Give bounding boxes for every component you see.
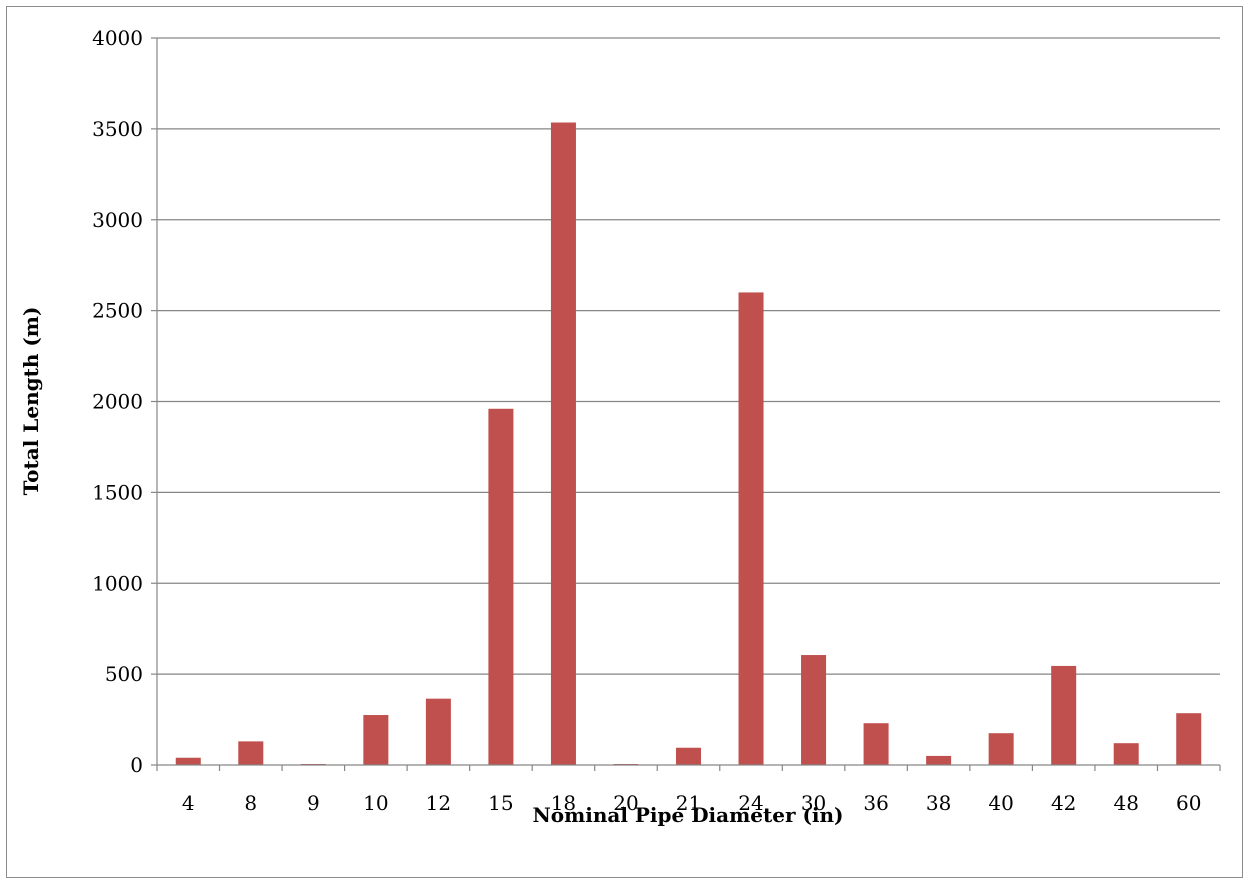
bar-15	[488, 408, 514, 765]
x-tick-label: 15	[488, 791, 513, 815]
x-tick-label: 36	[863, 791, 888, 815]
x-tick-label: 24	[738, 791, 763, 815]
y-axis-title: Total Length (m)	[19, 307, 43, 496]
bar-24	[738, 292, 764, 765]
y-tick-label: 3500	[92, 117, 143, 141]
x-tick-label: 8	[244, 791, 257, 815]
y-tick-labels: 0 500 1000 1500 2000 2500 3000 3500 4000	[92, 26, 143, 777]
x-axis-title: Nominal Pipe Diameter (in)	[532, 803, 843, 827]
bar-36	[863, 723, 889, 765]
y-tick-label: 500	[105, 662, 143, 686]
bar-60	[1176, 713, 1202, 765]
bar-48	[1113, 743, 1139, 765]
y-tick-label: 1000	[92, 571, 143, 595]
x-tick-labels: 4 8 9 10 12 15 18 20 21 24 30 36 38 40 42 48 60	[182, 791, 1202, 815]
x-tick-label: 9	[307, 791, 320, 815]
x-tick-label: 40	[988, 791, 1013, 815]
x-tick-label: 60	[1176, 791, 1201, 815]
x-tick-label: 20	[613, 791, 638, 815]
x-tick-label: 30	[801, 791, 826, 815]
bar-40	[988, 733, 1014, 765]
y-tick-label: 2500	[92, 299, 143, 323]
y-tick-label: 0	[130, 753, 143, 777]
x-tick-label: 12	[426, 791, 451, 815]
bar-12	[425, 698, 451, 765]
x-tick-label: 48	[1113, 791, 1138, 815]
x-tick-label: 42	[1051, 791, 1076, 815]
bar-38	[926, 755, 952, 765]
axes	[151, 37, 1221, 771]
bars	[175, 122, 1202, 766]
y-tick-label: 1500	[92, 480, 143, 504]
y-tick-label: 3000	[92, 208, 143, 232]
x-tick-label: 38	[926, 791, 951, 815]
chart-frame	[6, 6, 1243, 878]
x-tick-label: 18	[551, 791, 576, 815]
bar-4	[175, 757, 201, 765]
gridlines	[157, 37, 1220, 675]
y-tick-label: 4000	[92, 26, 143, 50]
bar-42	[1051, 665, 1077, 765]
bar-30	[801, 655, 827, 765]
x-tick-label: 21	[676, 791, 701, 815]
x-tick-label: 10	[363, 791, 388, 815]
bar-21	[675, 747, 702, 765]
bar-18	[550, 122, 576, 766]
x-tick-label: 4	[182, 791, 195, 815]
bar-10	[363, 715, 389, 765]
bar-8	[238, 741, 264, 765]
y-tick-label: 2000	[92, 390, 143, 414]
